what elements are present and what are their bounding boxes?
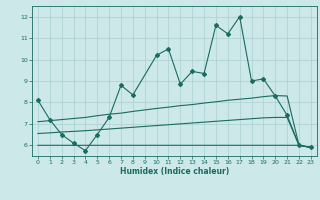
X-axis label: Humidex (Indice chaleur): Humidex (Indice chaleur) — [120, 167, 229, 176]
